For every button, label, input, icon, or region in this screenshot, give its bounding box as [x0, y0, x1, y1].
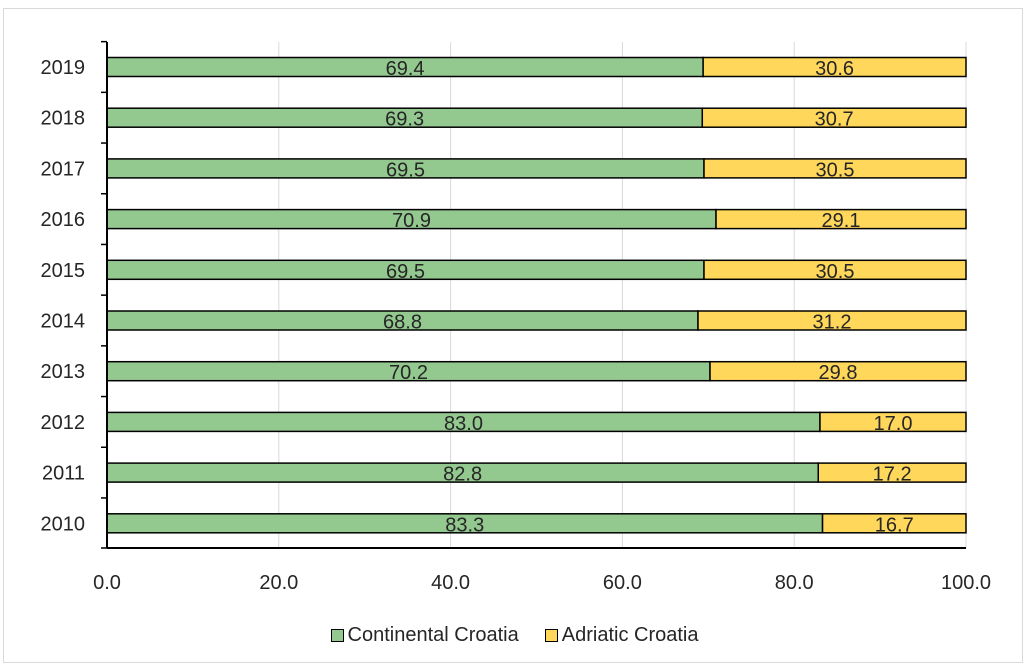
bar-adriatic-2011: [817, 462, 967, 483]
x-tick-label: 40.0: [431, 572, 470, 594]
bar-adriatic-2017: [703, 158, 967, 179]
data-label: 17.2: [873, 464, 912, 486]
bar-adriatic-2010: [821, 513, 967, 534]
legend-label-continental: Continental Croatia: [347, 624, 519, 646]
data-label: 70.2: [389, 362, 428, 384]
data-label: 30.6: [815, 58, 854, 80]
bar-adriatic-2015: [703, 259, 967, 281]
legend-item-adriatic: Adriatic Croatia: [544, 624, 699, 647]
y-tick-label: 2010: [41, 513, 86, 535]
y-tick-label: 2016: [41, 209, 86, 231]
data-label: 83.3: [445, 514, 484, 536]
data-label: 82.8: [443, 464, 482, 486]
y-tick-label: 2014: [41, 311, 86, 333]
legend-swatch-adriatic: [544, 629, 558, 642]
data-label: 30.7: [815, 109, 854, 131]
y-tick-label: 2017: [41, 158, 86, 180]
y-tick-label: 2018: [41, 108, 86, 130]
data-label: 29.8: [819, 362, 858, 384]
x-tick-label: 100.0: [941, 572, 991, 594]
data-label: 68.8: [383, 312, 422, 334]
y-tick-label: 2019: [41, 57, 86, 79]
legend-swatch-continental: [330, 629, 344, 642]
y-tick-label: 2013: [41, 361, 86, 383]
chart-legend: Continental Croatia Adriatic Croatia: [0, 624, 1029, 647]
data-label: 69.5: [386, 159, 425, 181]
data-label: 69.5: [386, 261, 425, 283]
legend-label-adriatic: Adriatic Croatia: [561, 624, 699, 646]
y-tick-label: 2011: [42, 463, 85, 485]
bar-adriatic-2018: [701, 107, 967, 128]
data-label: 31.2: [813, 312, 852, 334]
data-label: 69.4: [386, 58, 425, 80]
data-label: 30.5: [816, 159, 855, 181]
bar-adriatic-2013: [709, 360, 967, 382]
bar-adriatic-2016: [715, 208, 967, 230]
bar-adriatic-2019: [702, 56, 967, 78]
legend-item-continental: Continental Croatia: [330, 624, 519, 647]
data-label: 16.7: [875, 514, 914, 536]
y-tick-label: 2012: [41, 412, 86, 434]
data-label: 17.0: [874, 413, 913, 435]
data-label: 70.9: [392, 210, 431, 232]
x-tick-label: 60.0: [603, 572, 642, 594]
x-tick-label: 0.0: [93, 572, 121, 594]
data-label: 30.5: [816, 261, 855, 283]
y-tick-label: 2015: [41, 260, 86, 282]
data-label: 83.0: [444, 413, 483, 435]
bar-adriatic-2012: [819, 411, 967, 433]
data-label: 69.3: [385, 109, 424, 131]
x-tick-label: 80.0: [775, 572, 814, 594]
bar-adriatic-2014: [697, 310, 967, 331]
data-label: 29.1: [822, 210, 861, 232]
x-tick-label: 20.0: [259, 572, 298, 594]
